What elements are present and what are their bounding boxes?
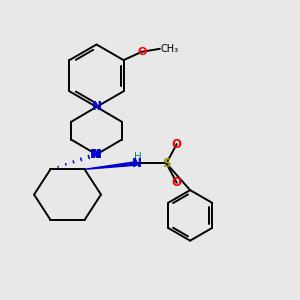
- Text: O: O: [137, 47, 147, 57]
- Text: N: N: [92, 148, 101, 161]
- Text: O: O: [172, 138, 182, 151]
- Text: N: N: [132, 157, 142, 170]
- Text: CH₃: CH₃: [160, 44, 178, 54]
- Text: O: O: [172, 176, 182, 189]
- Text: H: H: [134, 152, 142, 162]
- Text: N: N: [92, 100, 101, 113]
- Text: N: N: [90, 148, 100, 161]
- Text: N: N: [92, 100, 101, 113]
- Polygon shape: [85, 162, 137, 169]
- Text: S: S: [162, 157, 171, 170]
